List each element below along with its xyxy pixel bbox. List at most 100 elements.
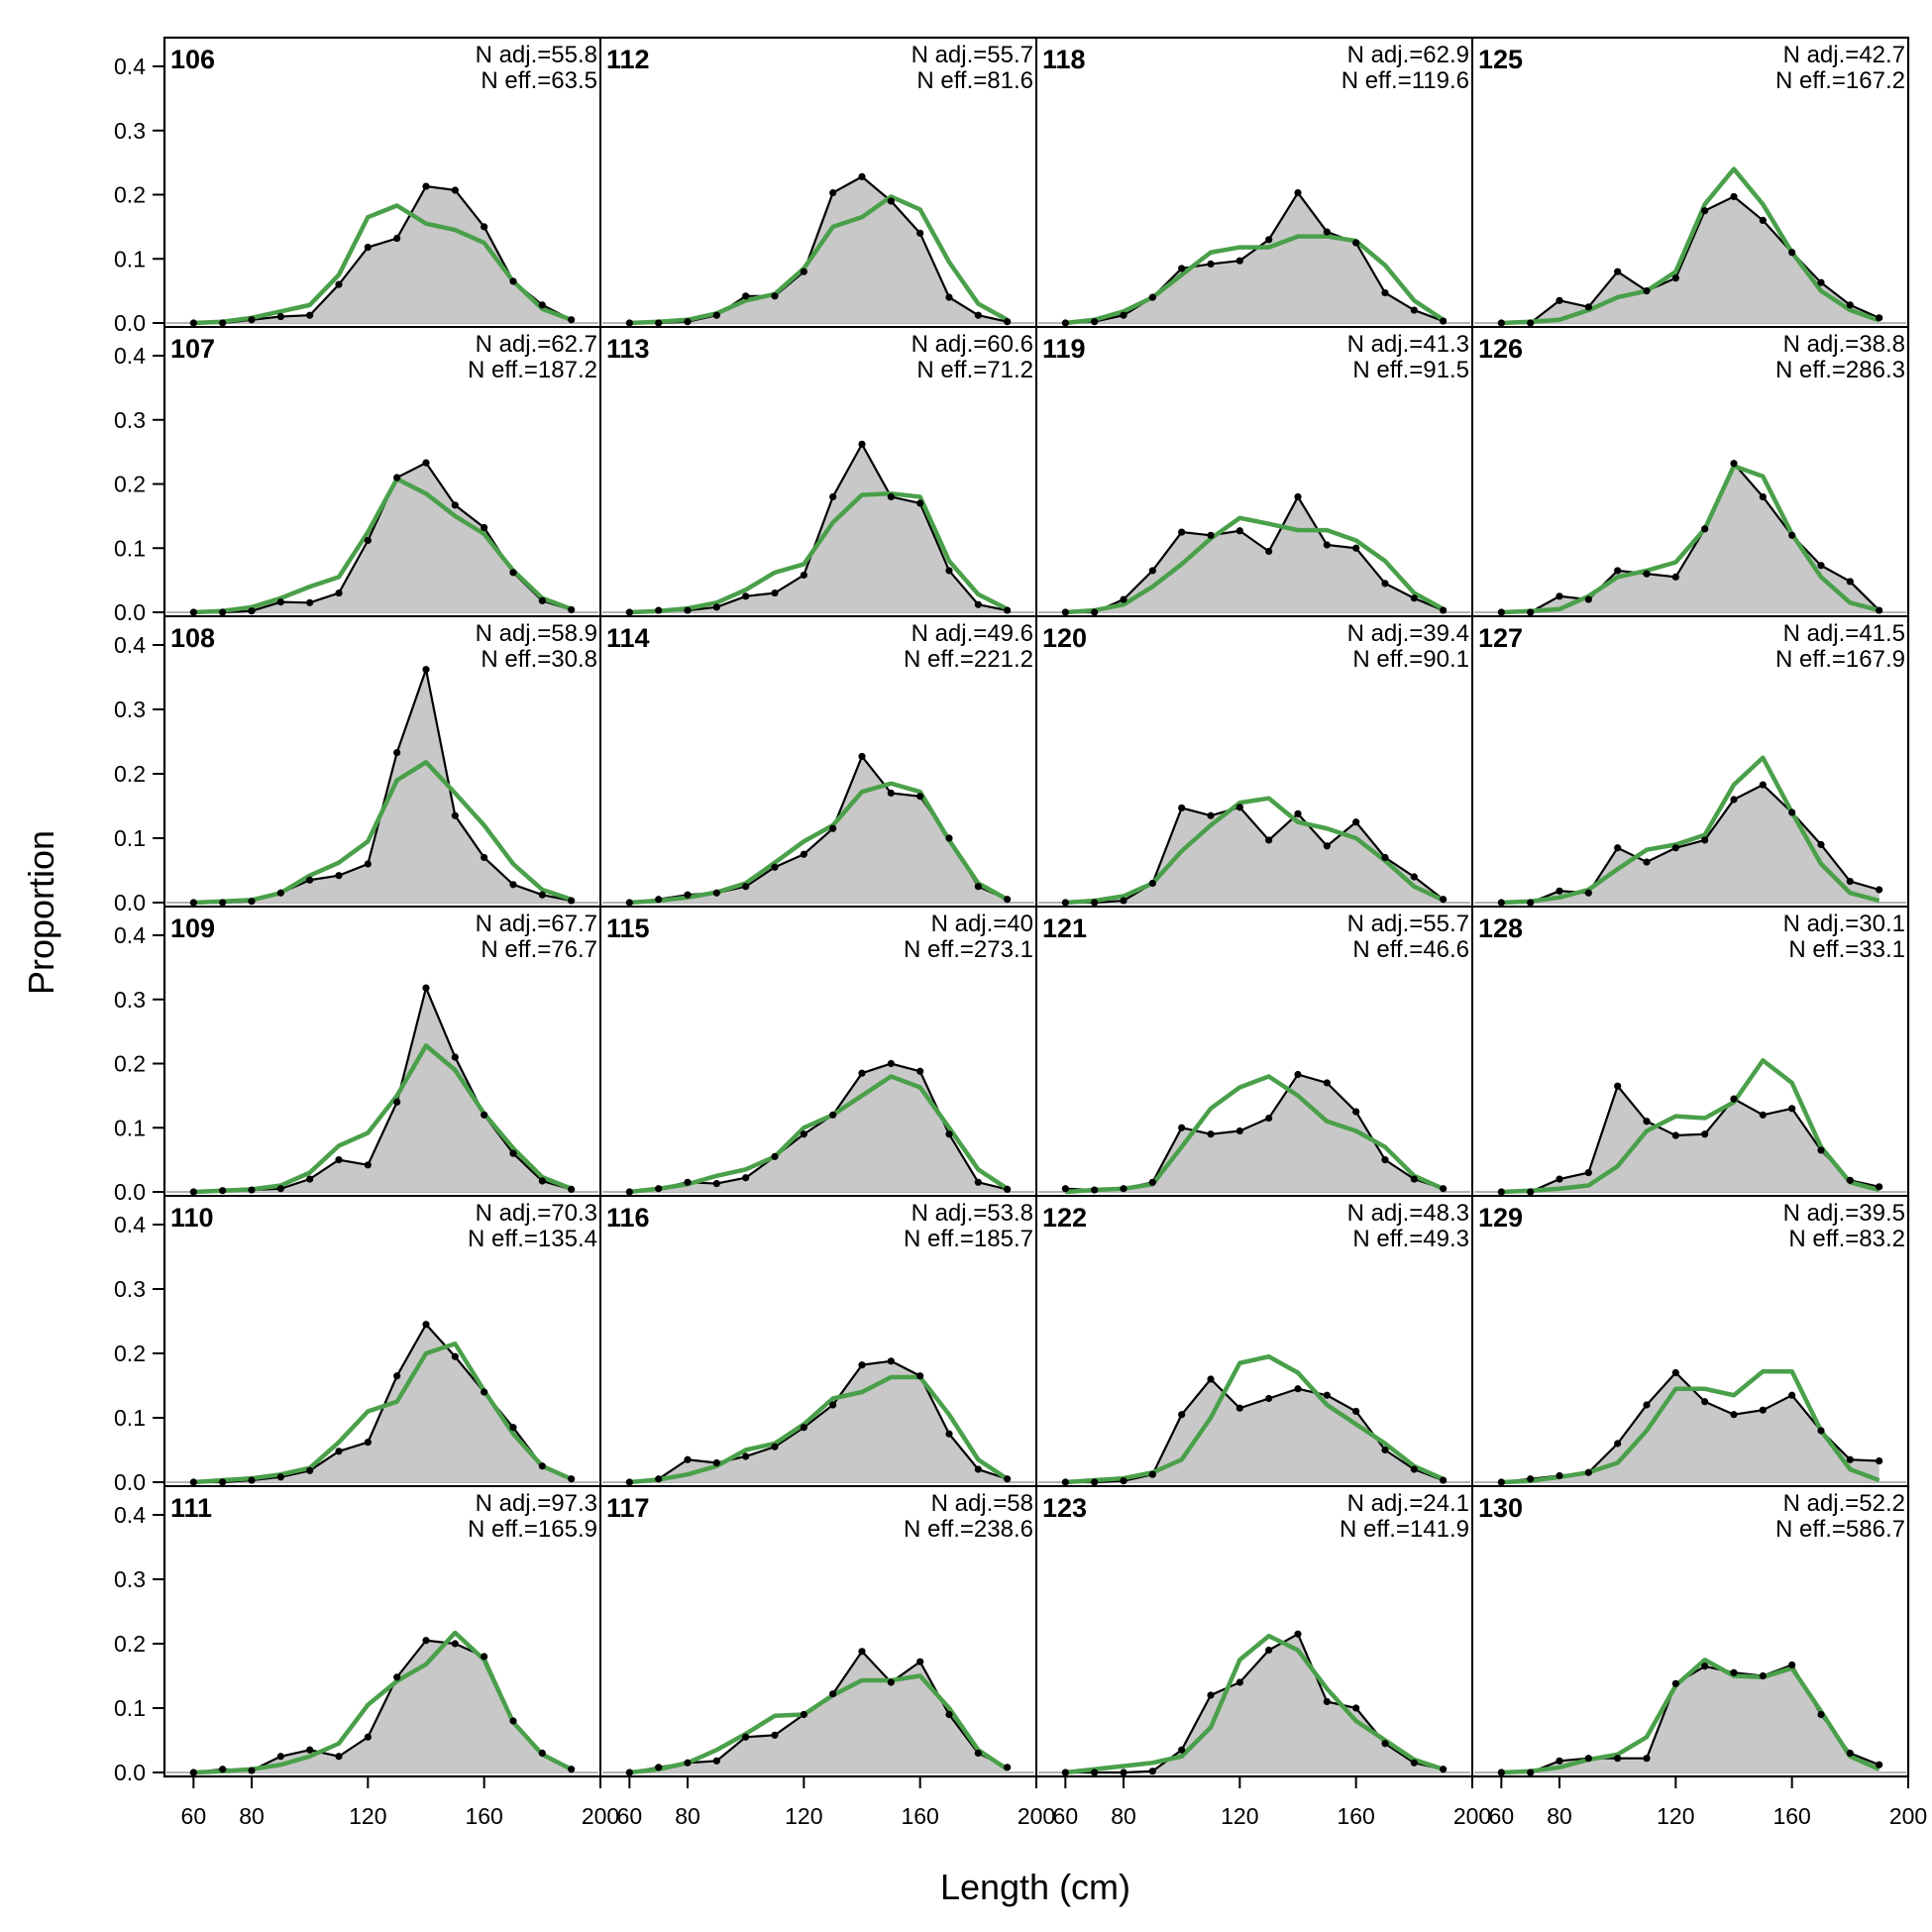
observed-point <box>1497 608 1505 616</box>
panel-n-eff: N eff.=141.9 <box>1340 1516 1469 1543</box>
expected-line <box>1501 464 1880 615</box>
observed-point <box>509 1149 517 1157</box>
observed-line <box>629 1359 1009 1484</box>
panel-n-eff: N eff.=185.7 <box>904 1226 1033 1252</box>
observed-point <box>1527 1475 1535 1483</box>
observed-point <box>1265 1114 1273 1123</box>
observed-area <box>193 988 572 1192</box>
observed-point <box>364 536 372 545</box>
observed-line <box>1065 190 1445 325</box>
observed-point <box>1730 1411 1738 1419</box>
observed-point <box>1294 809 1302 817</box>
observed-point <box>276 889 284 897</box>
observed-point <box>945 1130 953 1138</box>
observed-point <box>1671 1368 1679 1377</box>
observed-point <box>1527 1188 1535 1196</box>
expected-line <box>1501 1658 1880 1775</box>
observed-point <box>916 1067 924 1075</box>
panel-n-adj: N adj.=48.3 <box>1347 1200 1469 1227</box>
observed-point <box>422 182 430 190</box>
observed-point <box>1527 608 1535 616</box>
observed-point <box>655 606 663 614</box>
observed-point <box>568 1185 576 1194</box>
observed-point <box>1817 840 1825 849</box>
y-tick-label: 0.2 <box>114 182 146 208</box>
panel-122: 122 N adj.=48.3N eff.=49.3 <box>1038 1200 1470 1486</box>
observed-point <box>1148 879 1156 888</box>
x-tick-label: 160 <box>1337 1803 1374 1829</box>
observed-area <box>193 186 572 323</box>
observed-point <box>1584 889 1592 897</box>
observed-point <box>887 1059 895 1068</box>
observed-point <box>1352 1108 1360 1116</box>
panel-n-adj: N adj.=52.2 <box>1783 1490 1905 1517</box>
expected-line <box>1065 1633 1445 1775</box>
observed-point <box>1148 1768 1156 1775</box>
observed-point <box>916 229 924 237</box>
panel-n-eff: N eff.=91.5 <box>1352 357 1469 383</box>
observed-point <box>887 197 895 205</box>
observed-point <box>887 1678 895 1686</box>
observed-point <box>451 186 459 194</box>
observed-point <box>1207 811 1215 819</box>
observed-point <box>1265 1646 1273 1655</box>
expected-line <box>193 1342 573 1485</box>
observed-point <box>712 311 720 319</box>
observed-point <box>538 1749 546 1758</box>
observed-point <box>1730 1668 1738 1676</box>
observed-point <box>1410 873 1418 881</box>
observed-point <box>1759 492 1767 501</box>
observed-point <box>1527 899 1535 907</box>
observed-point <box>974 883 982 891</box>
observed-point <box>1759 1406 1767 1414</box>
observed-point <box>625 1478 633 1486</box>
observed-point <box>1294 1630 1302 1638</box>
x-tick-label: 200 <box>1453 1803 1491 1829</box>
observed-point <box>189 1188 197 1196</box>
observed-point <box>1584 1468 1592 1476</box>
panel-n-adj: N adj.=39.5 <box>1783 1200 1905 1227</box>
observed-point <box>1614 1440 1622 1448</box>
observed-point <box>1265 1394 1273 1403</box>
y-tick-label: 0.1 <box>114 246 146 271</box>
observed-point <box>829 824 837 832</box>
panel-n-eff: N eff.=167.2 <box>1775 67 1905 94</box>
observed-point <box>306 1175 314 1183</box>
panel-n-eff: N eff.=586.7 <box>1775 1516 1905 1543</box>
panel-n-adj: N adj.=55.8 <box>476 42 597 68</box>
observed-point <box>1556 296 1563 304</box>
y-tick-label: 0.3 <box>114 1566 146 1592</box>
observed-point <box>1671 1131 1679 1139</box>
observed-point <box>219 1766 227 1773</box>
observed-point <box>1497 319 1505 327</box>
observed-area <box>1065 1379 1444 1482</box>
panel-n-adj: N adj.=42.7 <box>1783 42 1905 68</box>
panel-125: 125 N adj.=42.7N eff.=167.2 <box>1474 42 1906 327</box>
observed-point <box>1701 1130 1709 1138</box>
panel-n-adj: N adj.=58 <box>931 1490 1033 1517</box>
observed-point <box>451 501 459 509</box>
observed-point <box>684 606 692 614</box>
observed-point <box>1817 1710 1825 1719</box>
expected-line <box>629 781 1009 906</box>
x-tick-label: 200 <box>582 1803 619 1829</box>
observed-point <box>1556 1757 1563 1765</box>
observed-point <box>335 1753 343 1761</box>
observed-point <box>1701 525 1709 533</box>
panel-112: 112 N adj.=55.7N eff.=81.6 <box>602 42 1034 327</box>
observed-point <box>1671 1679 1679 1687</box>
observed-point <box>509 277 517 285</box>
observed-point <box>800 850 807 858</box>
observed-point <box>451 1640 459 1648</box>
observed-point <box>335 1448 343 1455</box>
observed-point <box>538 596 546 604</box>
observed-point <box>974 600 982 608</box>
observed-point <box>1178 1411 1186 1419</box>
expected-line <box>193 1043 573 1195</box>
panel-n-eff: N eff.=165.9 <box>468 1516 597 1543</box>
observed-point <box>1614 268 1622 275</box>
observed-point <box>248 607 256 615</box>
panel-n-eff: N eff.=167.9 <box>1775 646 1905 673</box>
observed-point <box>306 598 314 606</box>
y-tick-label: 0.2 <box>114 1341 146 1366</box>
